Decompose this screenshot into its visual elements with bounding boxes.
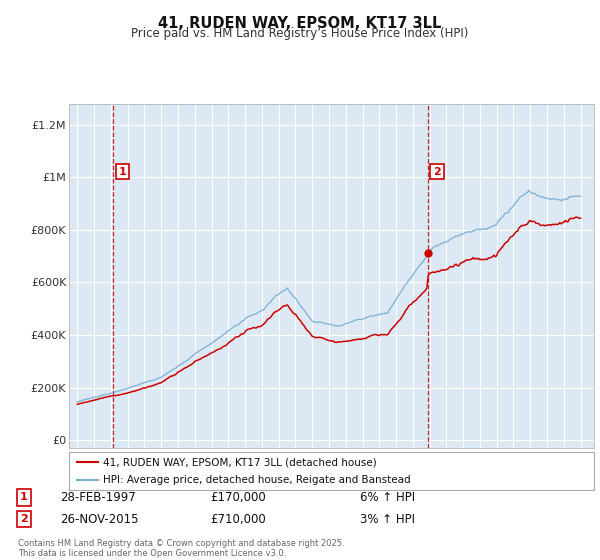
Text: 26-NOV-2015: 26-NOV-2015 xyxy=(60,512,139,526)
Text: 28-FEB-1997: 28-FEB-1997 xyxy=(60,491,136,504)
Text: 6% ↑ HPI: 6% ↑ HPI xyxy=(360,491,415,504)
Text: £710,000: £710,000 xyxy=(210,512,266,526)
Text: 1: 1 xyxy=(20,492,28,502)
Text: £170,000: £170,000 xyxy=(210,491,266,504)
Text: 3% ↑ HPI: 3% ↑ HPI xyxy=(360,512,415,526)
Text: 41, RUDEN WAY, EPSOM, KT17 3LL: 41, RUDEN WAY, EPSOM, KT17 3LL xyxy=(158,16,442,31)
Text: 2: 2 xyxy=(433,166,441,176)
Text: Contains HM Land Registry data © Crown copyright and database right 2025.
This d: Contains HM Land Registry data © Crown c… xyxy=(18,539,344,558)
Text: 2: 2 xyxy=(20,514,28,524)
Text: 41, RUDEN WAY, EPSOM, KT17 3LL (detached house): 41, RUDEN WAY, EPSOM, KT17 3LL (detached… xyxy=(103,457,377,467)
Text: 1: 1 xyxy=(118,166,126,176)
Text: HPI: Average price, detached house, Reigate and Banstead: HPI: Average price, detached house, Reig… xyxy=(103,475,411,486)
Text: Price paid vs. HM Land Registry’s House Price Index (HPI): Price paid vs. HM Land Registry’s House … xyxy=(131,27,469,40)
